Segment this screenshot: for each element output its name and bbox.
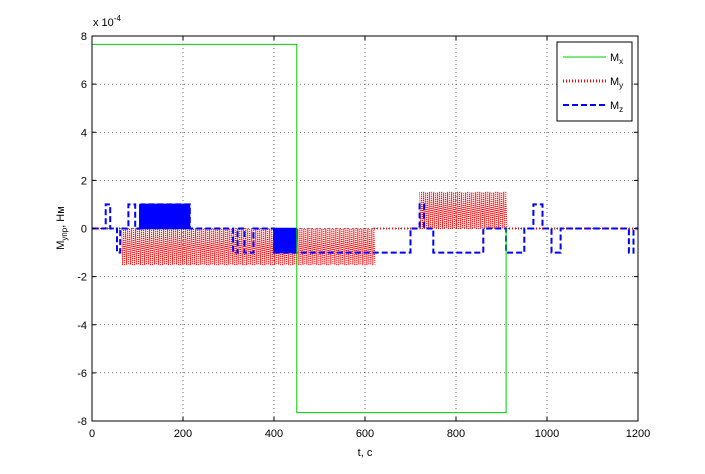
y-tick-label: 0 [81,224,87,236]
y-axis-label-unit: , Нм [55,206,67,228]
y-tick-label: 6 [81,79,87,91]
series-mz [92,203,638,254]
mx-line [92,43,507,414]
legend: Mx My Mz [556,41,633,122]
x-tick-label: 400 [265,428,283,440]
x-tick-label: 1000 [535,428,559,440]
exponent-label: x 10-4 [93,14,121,29]
ticks [91,35,639,422]
y-tick-label: -2 [77,272,87,284]
legend-label-mz: Mz [610,100,623,114]
y-axis-label: Mупр, Нм [55,206,69,250]
x-axis-label: t, c [358,447,373,459]
x-tick-label: 800 [447,428,465,440]
series-layer [92,43,638,414]
y-tick-label: -4 [77,320,87,332]
mz-line [92,203,638,254]
y-tick-label: 4 [81,127,87,139]
legend-label-mx: Mx [610,52,623,66]
x-tick-label: 600 [356,428,374,440]
x-tick-label: 1200 [626,428,650,440]
x-tick-label: 200 [174,428,192,440]
exponent-value: -4 [114,14,122,23]
y-tick-label: -6 [77,368,87,380]
legend-label-my: My [610,76,623,90]
x-tick-label: 0 [89,428,95,440]
y-tick-label: 2 [81,175,87,187]
y-tick-label: -8 [77,416,87,428]
mz-dense-block [273,227,298,254]
mz-dense-block [139,203,191,230]
y-tick-label: 8 [81,31,87,43]
y-axis-label-sub: упр [60,227,69,240]
x-tick-labels: 0 200 400 600 800 1000 1200 [89,428,650,440]
y-tick-labels: -8 -6 -4 -2 0 2 4 6 8 [77,31,87,428]
